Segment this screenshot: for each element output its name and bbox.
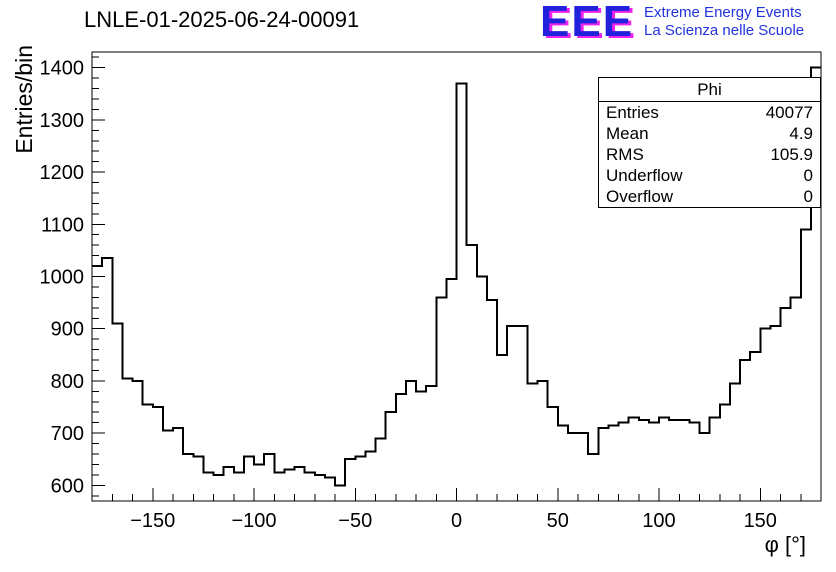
y-tick-label: 1100 [41,214,84,236]
stats-rms-value: 105.9 [770,145,813,164]
eee-logo-acronym: EEE [540,0,635,46]
x-tick-label: −50 [338,510,372,532]
x-tick-label: 150 [744,510,777,532]
y-tick-label: 600 [51,475,84,497]
stats-overflow-value: 0 [803,187,813,206]
stats-entries-value: 40077 [765,103,813,122]
x-tick-label: −100 [231,510,276,532]
x-tick-label: 50 [547,510,569,532]
x-tick-label: 100 [642,510,675,532]
y-tick-label: 900 [51,319,84,341]
stats-row-rms: RMS 105.9 [599,144,820,165]
eee-logo-line2: La Scienza nelle Scuole [644,22,805,39]
y-tick-label: 1300 [40,110,85,132]
y-tick-label: 700 [51,423,84,445]
y-tick-label: 800 [51,371,84,393]
eee-logo: EEE Extreme Energy Events La Scienza nel… [540,0,804,44]
stats-underflow-value: 0 [803,166,813,185]
stats-header: Phi [599,78,820,102]
x-tick-label: −150 [130,510,175,532]
stats-mean-label: Mean [606,124,649,143]
histogram-series [92,66,821,487]
eee-logo-line1: Extreme Energy Events [644,4,802,21]
x-axis-title: φ [°] [765,532,806,557]
stats-row-entries: Entries 40077 [599,102,820,123]
stats-box: Phi Entries 40077 Mean 4.9 RMS 105.9 Und… [598,77,821,208]
stats-mean-value: 4.9 [789,124,813,143]
stats-row-underflow: Underflow 0 [599,165,820,186]
y-axis-title: Entries/bin [11,45,37,154]
stats-rms-label: RMS [606,145,644,164]
stats-underflow-label: Underflow [606,166,683,185]
stats-entries-label: Entries [606,103,659,122]
x-tick-label: 0 [451,510,462,532]
y-tick-label: 1400 [40,58,85,80]
stats-overflow-label: Overflow [606,187,674,206]
plot-title: LNLE-01-2025-06-24-00091 [84,7,360,32]
y-tick-label: 1000 [40,267,85,289]
stats-row-overflow: Overflow 0 [599,186,820,207]
y-tick-label: 1200 [40,162,85,184]
eee-logo-text: Extreme Energy Events La Scienza nelle S… [644,0,804,40]
stats-row-mean: Mean 4.9 [599,123,820,144]
histogram-step-line [92,66,821,487]
